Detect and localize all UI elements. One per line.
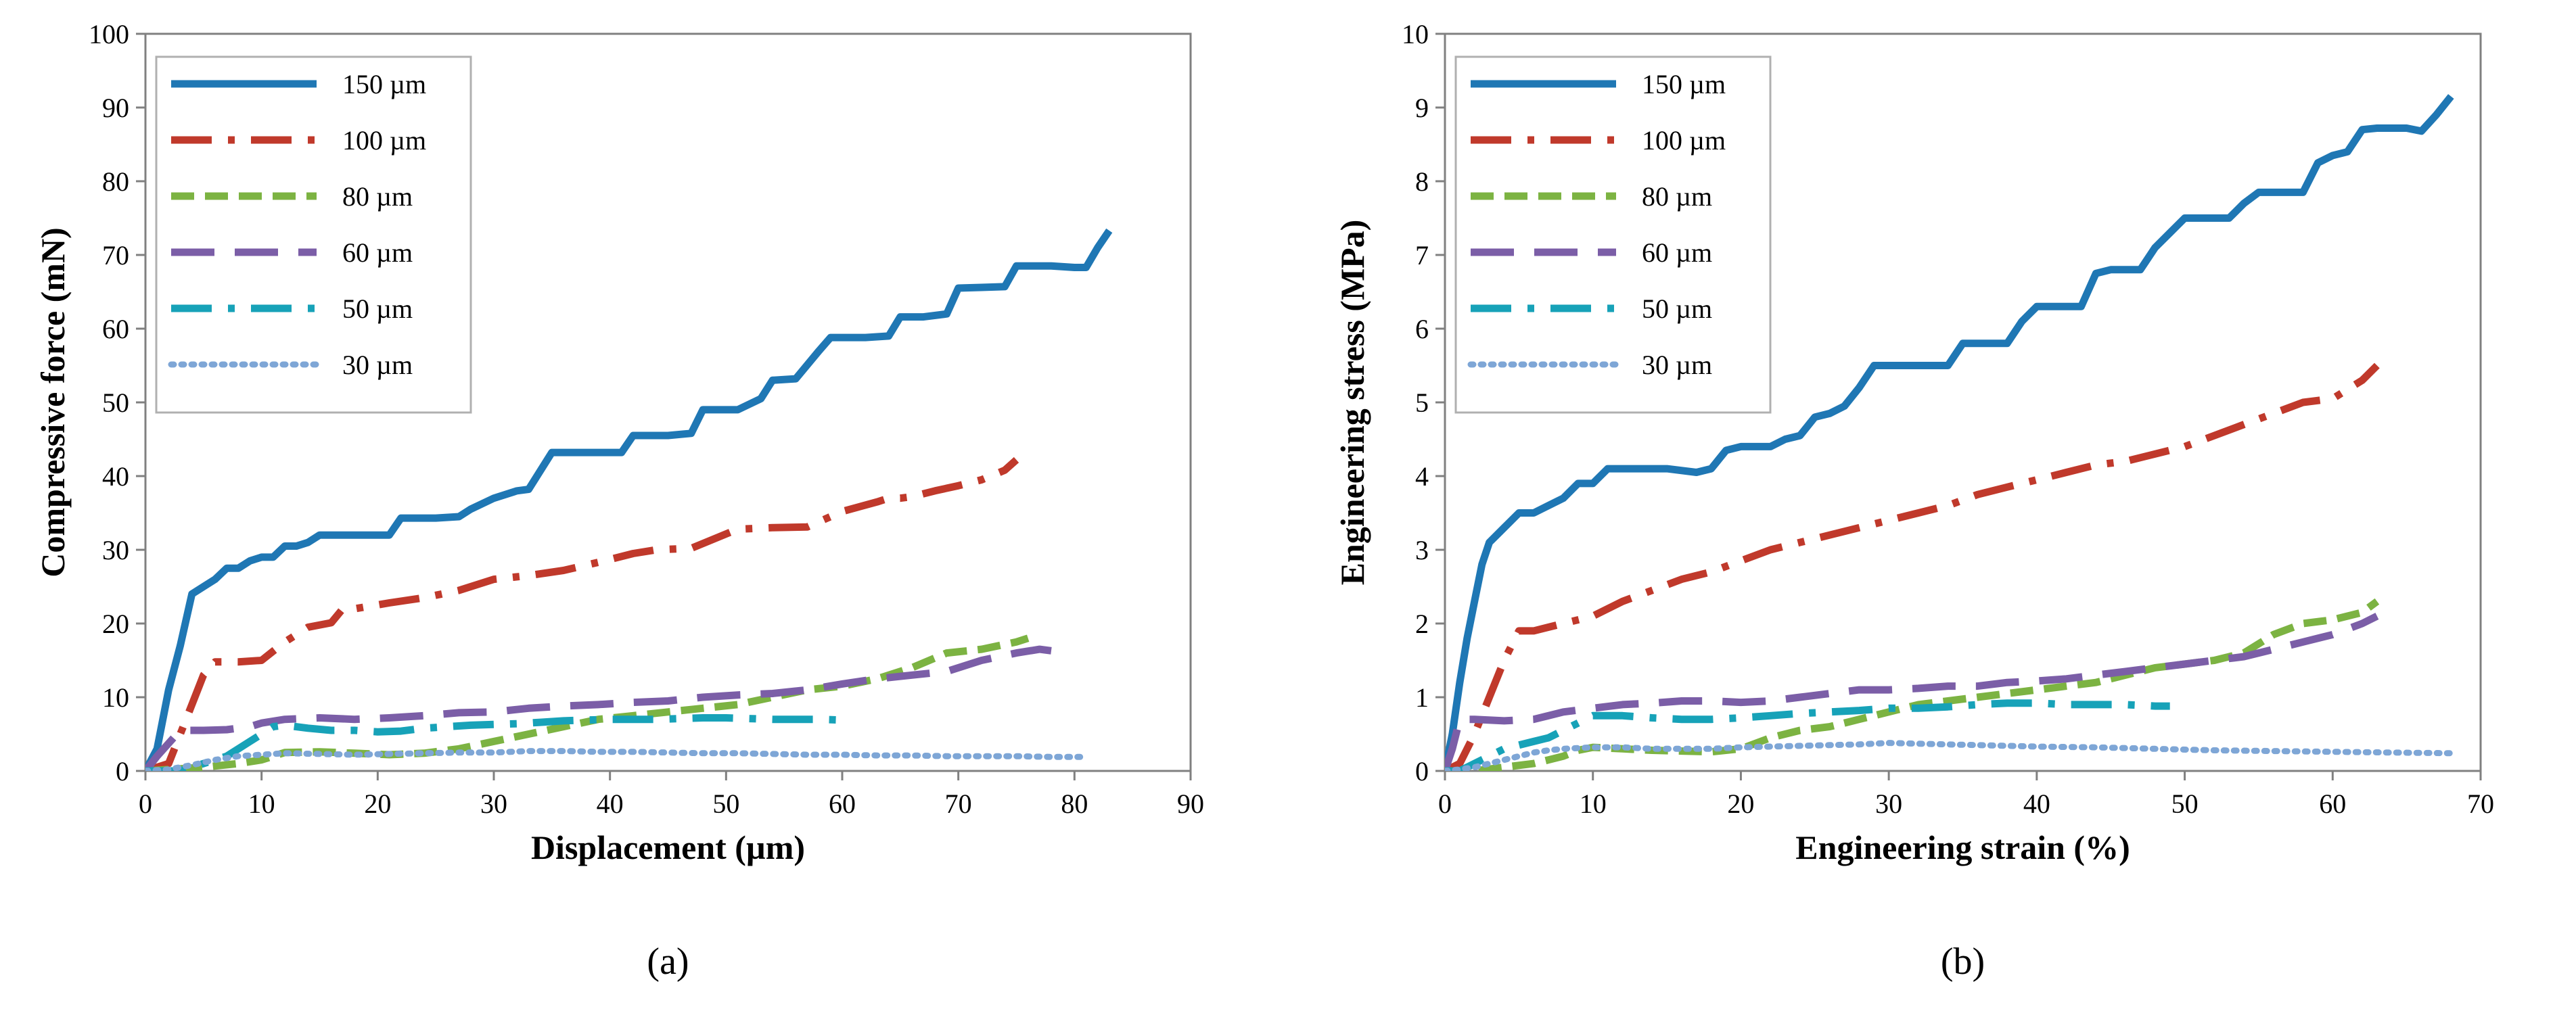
- y-tick-label: 3: [1415, 535, 1429, 565]
- panel-label: (a): [647, 941, 689, 983]
- x-tick-label: 50: [2171, 789, 2199, 819]
- legend-label: 50 µm: [342, 293, 413, 324]
- x-tick-label: 30: [1875, 789, 1902, 819]
- y-tick-label: 1: [1415, 682, 1429, 713]
- x-tick-label: 0: [139, 789, 152, 819]
- legend-box: [155, 55, 472, 414]
- y-tick-label: 50: [102, 387, 129, 418]
- series-line-30um: [1445, 740, 2454, 771]
- x-tick-label: 20: [1727, 789, 1754, 819]
- y-tick-label: 0: [116, 756, 129, 786]
- y-tick-label: 60: [102, 314, 129, 344]
- y-axis-title: Engineering stress (MPa): [1333, 220, 1371, 586]
- chart-panel-a: 0 10 20 30 40 50 60 70 80 90 100 0 10 20 30 40 50 60 70 80 9…: [34, 19, 1204, 983]
- x-tick-label: 30: [480, 789, 507, 819]
- y-tick-label: 10: [1402, 19, 1429, 49]
- y-tick-label: 7: [1415, 240, 1429, 271]
- series-line-30um: [145, 748, 1089, 771]
- y-tick-label: 9: [1415, 93, 1429, 123]
- y-tick-label: 6: [1415, 314, 1429, 344]
- y-tick-label: 80: [102, 166, 129, 197]
- series-line-50um: [145, 714, 843, 771]
- y-tick-label: 0: [1415, 756, 1429, 786]
- legend-label: 30 µm: [1642, 350, 1712, 380]
- x-axis-title: Displacement (µm): [531, 828, 805, 866]
- series-line-60um: [1445, 613, 2379, 771]
- x-tick-label: 0: [1438, 789, 1452, 819]
- y-tick-label: 40: [102, 461, 129, 492]
- x-tick-label: 60: [2319, 789, 2346, 819]
- series-line-100um: [1445, 362, 2380, 771]
- legend-box: [1454, 55, 1772, 414]
- y-tick-label: 30: [102, 535, 129, 565]
- y-tick-label: 10: [102, 682, 129, 713]
- y-tick-label: 90: [102, 93, 129, 123]
- legend-label: 30 µm: [342, 350, 413, 380]
- y-tick-label: 70: [102, 240, 129, 271]
- panel-label: (b): [1941, 941, 1985, 983]
- y-axis-title: Compressive force (mN): [34, 227, 72, 577]
- x-tick-label: 70: [2467, 789, 2494, 819]
- series-line-100um: [145, 456, 1019, 771]
- series-line-60um: [145, 645, 1052, 771]
- x-tick-label: 40: [597, 789, 624, 819]
- y-tick-label: 4: [1415, 461, 1429, 492]
- legend-label: 100 µm: [1642, 125, 1726, 156]
- x-tick-label: 20: [364, 789, 391, 819]
- chart-panel-b: 0 1 2 3 4 5 6 7 8 9 10 0 10 20 30 40 50 60 70 Engineering s…: [1333, 19, 2494, 983]
- legend-label: 60 µm: [342, 237, 413, 268]
- series-line-150um: [145, 228, 1113, 771]
- x-tick-label: 10: [1580, 789, 1607, 819]
- legend-label: 50 µm: [1642, 293, 1712, 324]
- legend-label: 60 µm: [1642, 237, 1712, 268]
- legend-label: 100 µm: [342, 125, 426, 156]
- series-line-150um: [1445, 94, 2454, 771]
- x-tick-label: 40: [2023, 789, 2050, 819]
- y-tick-label: 100: [89, 19, 129, 49]
- y-tick-label: 8: [1415, 166, 1429, 197]
- x-tick-label: 50: [712, 789, 739, 819]
- x-tick-label: 90: [1177, 789, 1204, 819]
- y-tick-label: 2: [1415, 609, 1429, 639]
- y-tick-label: 5: [1415, 387, 1429, 418]
- legend-label: 150 µm: [342, 69, 426, 99]
- legend-label: 80 µm: [342, 181, 413, 212]
- x-tick-label: 60: [829, 789, 856, 819]
- x-tick-label: 10: [248, 789, 275, 819]
- x-tick-label: 80: [1061, 789, 1088, 819]
- legend-label: 80 µm: [1642, 181, 1712, 212]
- y-tick-label: 20: [102, 609, 129, 639]
- legend-label: 150 µm: [1642, 69, 1726, 99]
- x-axis-title: Engineering strain (%): [1795, 828, 2130, 866]
- series-line-50um: [1445, 699, 2170, 771]
- x-tick-label: 70: [945, 789, 972, 819]
